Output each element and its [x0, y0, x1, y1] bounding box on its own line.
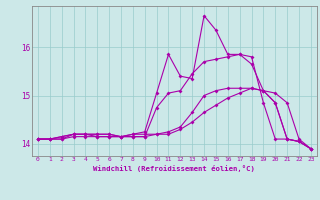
X-axis label: Windchill (Refroidissement éolien,°C): Windchill (Refroidissement éolien,°C) [93, 165, 255, 172]
